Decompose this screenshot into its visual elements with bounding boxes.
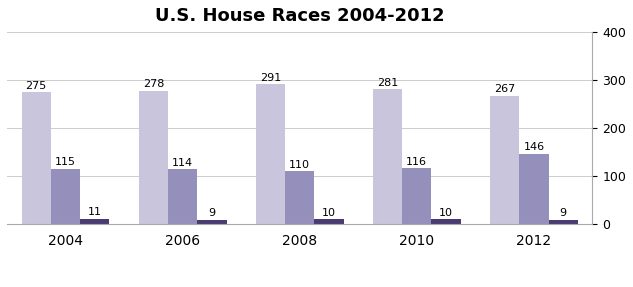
Bar <box>402 168 432 224</box>
Title: U.S. House Races 2004-2012: U.S. House Races 2004-2012 <box>155 7 444 25</box>
Bar <box>51 169 80 224</box>
Text: 9: 9 <box>208 208 215 218</box>
Bar <box>168 169 197 224</box>
Text: 114: 114 <box>172 158 193 168</box>
Bar <box>432 219 461 224</box>
Bar <box>315 219 344 224</box>
Bar <box>80 219 110 224</box>
Text: 291: 291 <box>260 73 281 83</box>
Text: 9: 9 <box>560 208 567 218</box>
Text: 275: 275 <box>25 81 47 91</box>
Bar <box>139 91 168 224</box>
Text: 10: 10 <box>322 208 336 218</box>
Bar <box>519 154 549 224</box>
Text: 115: 115 <box>55 157 76 167</box>
Text: 116: 116 <box>406 157 427 167</box>
Bar <box>197 220 227 224</box>
Bar <box>256 84 285 224</box>
Text: 267: 267 <box>494 84 515 94</box>
Text: 281: 281 <box>377 78 398 88</box>
Text: 278: 278 <box>142 79 164 89</box>
Text: 146: 146 <box>523 142 544 152</box>
Text: 11: 11 <box>88 207 102 217</box>
Bar <box>549 220 578 224</box>
Bar <box>490 96 519 224</box>
Bar <box>373 89 402 224</box>
Bar <box>22 92 51 224</box>
Bar <box>285 171 315 224</box>
Text: 110: 110 <box>289 160 310 170</box>
Text: 10: 10 <box>439 208 453 218</box>
